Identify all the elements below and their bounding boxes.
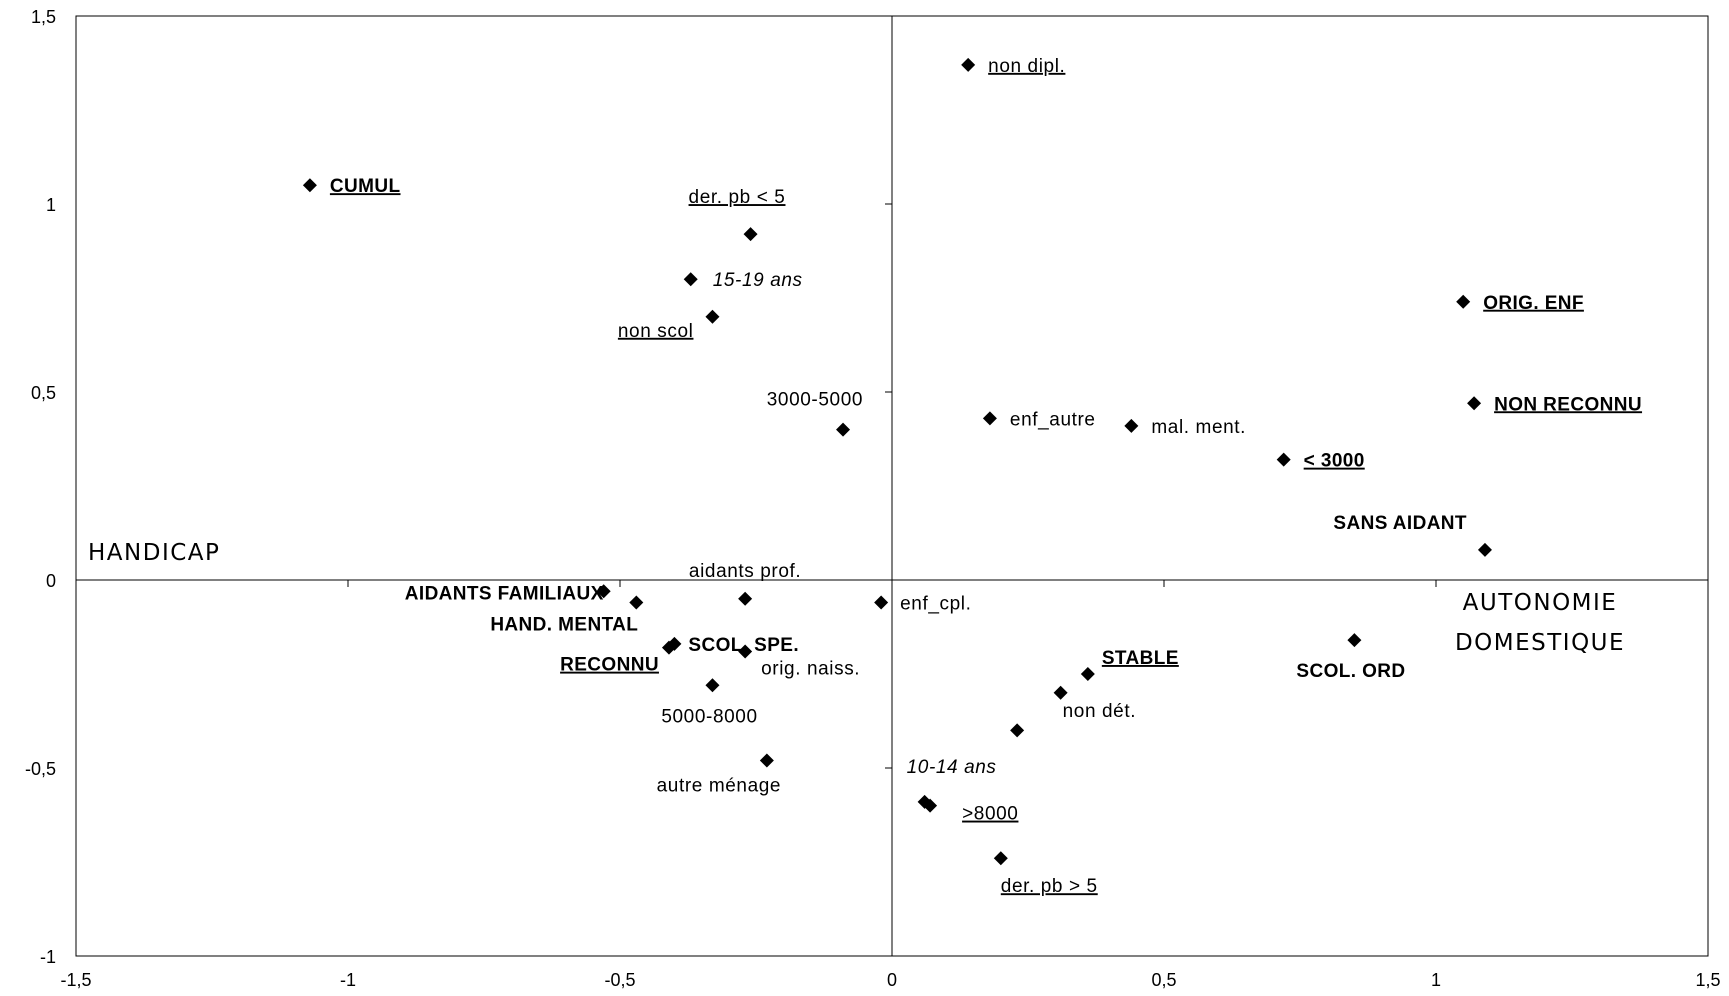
point-marker xyxy=(302,178,317,193)
point-label: SANS AIDANT xyxy=(1333,513,1467,534)
axis-annotation-autonomie: AUTONOMIE xyxy=(1463,590,1618,616)
point-marker xyxy=(1080,667,1095,681)
y-tick-label: 0 xyxy=(46,571,56,591)
point-label: enf_cpl. xyxy=(900,594,971,615)
point-label: 3000-5000 xyxy=(767,390,863,411)
axis-annotation-handicap: HANDICAP xyxy=(88,540,220,566)
point-label: ORIG. ENF xyxy=(1483,293,1584,314)
point-label: SCOL. SPE. xyxy=(688,635,799,656)
point-marker xyxy=(993,851,1008,866)
point-marker xyxy=(1456,294,1471,309)
point-label: der. pb > 5 xyxy=(1001,876,1098,897)
x-tick-label: -1,5 xyxy=(60,970,91,990)
point-marker xyxy=(1276,452,1291,467)
point-marker xyxy=(759,753,774,768)
point-marker xyxy=(743,227,758,242)
point-label: autre ménage xyxy=(657,775,781,796)
point-label: enf_autre xyxy=(1010,409,1096,430)
x-tick-label: -0,5 xyxy=(604,970,635,990)
point-marker xyxy=(1053,685,1068,700)
point-marker xyxy=(683,272,698,287)
point-label: non dét. xyxy=(1063,701,1136,722)
point-marker xyxy=(596,584,611,599)
point-marker xyxy=(661,640,676,655)
point-marker xyxy=(874,595,889,610)
point-marker xyxy=(629,595,644,610)
point-labels: CUMUL non dipl. der. pb < 5 15-19 ans non sc… xyxy=(330,56,1642,897)
point-marker xyxy=(705,678,720,693)
point-label: < 3000 xyxy=(1304,451,1365,472)
x-tick-label: 1 xyxy=(1431,970,1441,990)
point-label: 10-14 ans xyxy=(907,757,997,778)
point-label: STABLE xyxy=(1102,648,1179,669)
axis-annotation-domestique: DOMESTIQUE xyxy=(1455,630,1625,656)
y-tick-label: -0,5 xyxy=(25,759,56,779)
data-points xyxy=(302,57,1492,866)
point-marker xyxy=(923,798,938,813)
point-label: mal. ment. xyxy=(1151,417,1246,438)
x-tick-label: -1 xyxy=(340,970,356,990)
y-tick-label: 1 xyxy=(46,195,56,215)
point-marker xyxy=(836,422,851,437)
point-marker xyxy=(1347,633,1362,648)
point-label: der. pb < 5 xyxy=(689,187,786,208)
point-marker xyxy=(1467,396,1482,411)
axes xyxy=(75,15,1709,957)
point-label: CUMUL xyxy=(330,176,401,197)
point-label: 5000-8000 xyxy=(661,706,757,727)
point-label: NON RECONNU xyxy=(1494,394,1642,415)
point-marker xyxy=(961,57,976,72)
point-label: >8000 xyxy=(962,804,1018,825)
point-label: RECONNU xyxy=(560,655,659,676)
point-marker xyxy=(705,309,720,324)
x-tick-label: 0,5 xyxy=(1151,970,1176,990)
point-label: AIDANTS FAMILIAUX xyxy=(405,583,604,604)
point-marker xyxy=(738,644,753,659)
point-label: 15-19 ans xyxy=(713,270,803,291)
point-marker xyxy=(1124,418,1139,433)
point-label: aidants prof. xyxy=(689,561,801,582)
y-tick-label: 1,5 xyxy=(31,7,56,27)
point-label: non dipl. xyxy=(988,56,1065,77)
point-marker xyxy=(1477,542,1492,557)
tick-labels: -1,5 -1 -0,5 0 0,5 1 1,51,510,50-0,5-1 xyxy=(25,7,1721,990)
point-label: HAND. MENTAL xyxy=(490,615,638,636)
x-tick-label: 1,5 xyxy=(1695,970,1720,990)
point-marker xyxy=(738,591,753,606)
point-label: non scol xyxy=(618,321,694,342)
point-label: orig. naiss. xyxy=(761,658,860,679)
y-tick-label: -1 xyxy=(40,947,56,967)
x-tick-label: 0 xyxy=(887,970,897,990)
point-label: SCOL. ORD xyxy=(1296,661,1405,682)
point-marker xyxy=(1010,723,1025,738)
point-marker xyxy=(982,411,997,426)
y-tick-label: 0,5 xyxy=(31,383,56,403)
